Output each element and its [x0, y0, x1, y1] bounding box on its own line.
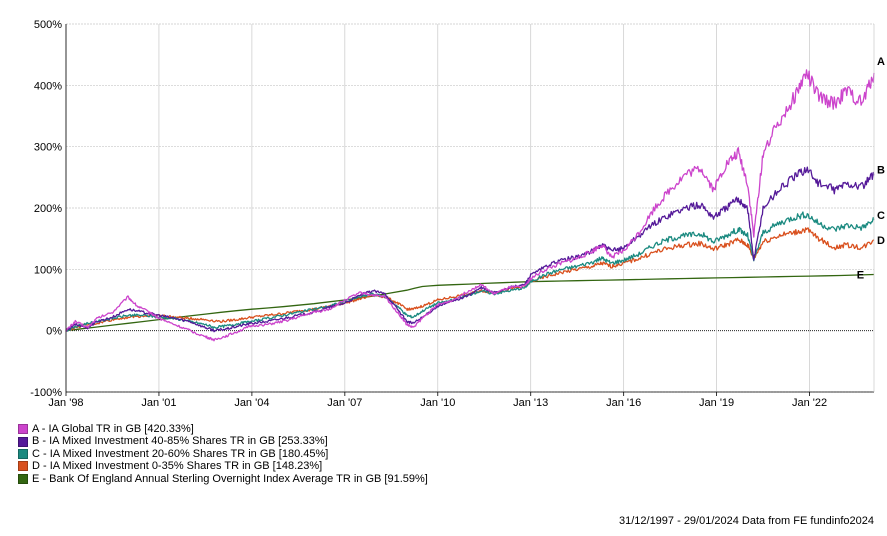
legend: A - IA Global TR in GB [420.33%] B - IA … — [18, 423, 428, 485]
end-label-e: E — [857, 269, 864, 281]
legend-item-c: C - IA Mixed Investment 20-60% Shares TR… — [18, 448, 428, 460]
x-tick-label: Jan '10 — [420, 397, 455, 409]
date-range-footer: 31/12/1997 - 29/01/2024 Data from FE fun… — [618, 515, 874, 527]
legend-label-c: C - IA Mixed Investment 20-60% Shares TR… — [32, 447, 329, 460]
series-line-e — [65, 273, 875, 332]
legend-item-d: D - IA Mixed Investment 0-35% Shares TR … — [18, 460, 428, 472]
y-tick-label: 500% — [34, 19, 62, 31]
performance-line-chart: 500%400%300%200%100%0%-100% Jan '98 Jan '… — [30, 19, 885, 409]
x-tick-label: Jan '98 — [48, 397, 83, 409]
x-tick-label: Jan '04 — [234, 397, 269, 409]
legend-swatch-d — [18, 461, 28, 472]
end-label-a: A — [877, 56, 885, 68]
series-line-d — [65, 227, 875, 331]
legend-swatch-b — [18, 436, 28, 447]
series-lines — [65, 69, 875, 342]
x-tick-label: Jan '19 — [699, 397, 734, 409]
legend-label-d: D - IA Mixed Investment 0-35% Shares TR … — [32, 460, 323, 473]
end-label-d: D — [877, 235, 885, 247]
y-tick-label: 100% — [34, 264, 62, 276]
grid-lines — [65, 23, 874, 393]
series-line-a — [65, 69, 875, 342]
y-tick-label: 200% — [34, 203, 62, 215]
y-tick-label: 0% — [46, 326, 62, 338]
legend-item-e: E - Bank Of England Annual Sterling Over… — [18, 473, 428, 485]
legend-swatch-a — [18, 424, 28, 435]
end-label-b: B — [877, 164, 885, 176]
legend-swatch-c — [18, 449, 28, 460]
x-tick-label: Jan '07 — [327, 397, 362, 409]
legend-label-b: B - IA Mixed Investment 40-85% Shares TR… — [32, 435, 328, 448]
x-axis-tick-labels: Jan '98 Jan '01 Jan '04 Jan '07 Jan '10 Jan '… — [48, 397, 827, 409]
legend-label-a: A - IA Global TR in GB [420.33%] — [32, 423, 194, 435]
end-label-c: C — [877, 210, 885, 222]
legend-label-e: E - Bank Of England Annual Sterling Over… — [32, 472, 428, 485]
legend-item-b: B - IA Mixed Investment 40-85% Shares TR… — [18, 435, 428, 447]
legend-item-a: A - IA Global TR in GB [420.33%] — [18, 423, 428, 435]
axes — [65, 24, 875, 396]
x-tick-label: Jan '01 — [141, 397, 176, 409]
x-tick-label: Jan '22 — [792, 397, 827, 409]
y-tick-label: 300% — [34, 142, 62, 154]
y-axis-tick-labels: 500% 400% 300% 200% 100% 0% -100% — [30, 19, 62, 399]
series-line-c — [65, 211, 875, 332]
y-tick-label: 400% — [34, 80, 62, 92]
x-tick-label: Jan '16 — [606, 397, 641, 409]
series-end-labels: A B C D E — [857, 56, 885, 282]
legend-swatch-e — [18, 473, 28, 484]
y-tick-label: -100% — [30, 387, 62, 399]
x-tick-label: Jan '13 — [513, 397, 548, 409]
series-line-b — [65, 166, 875, 333]
